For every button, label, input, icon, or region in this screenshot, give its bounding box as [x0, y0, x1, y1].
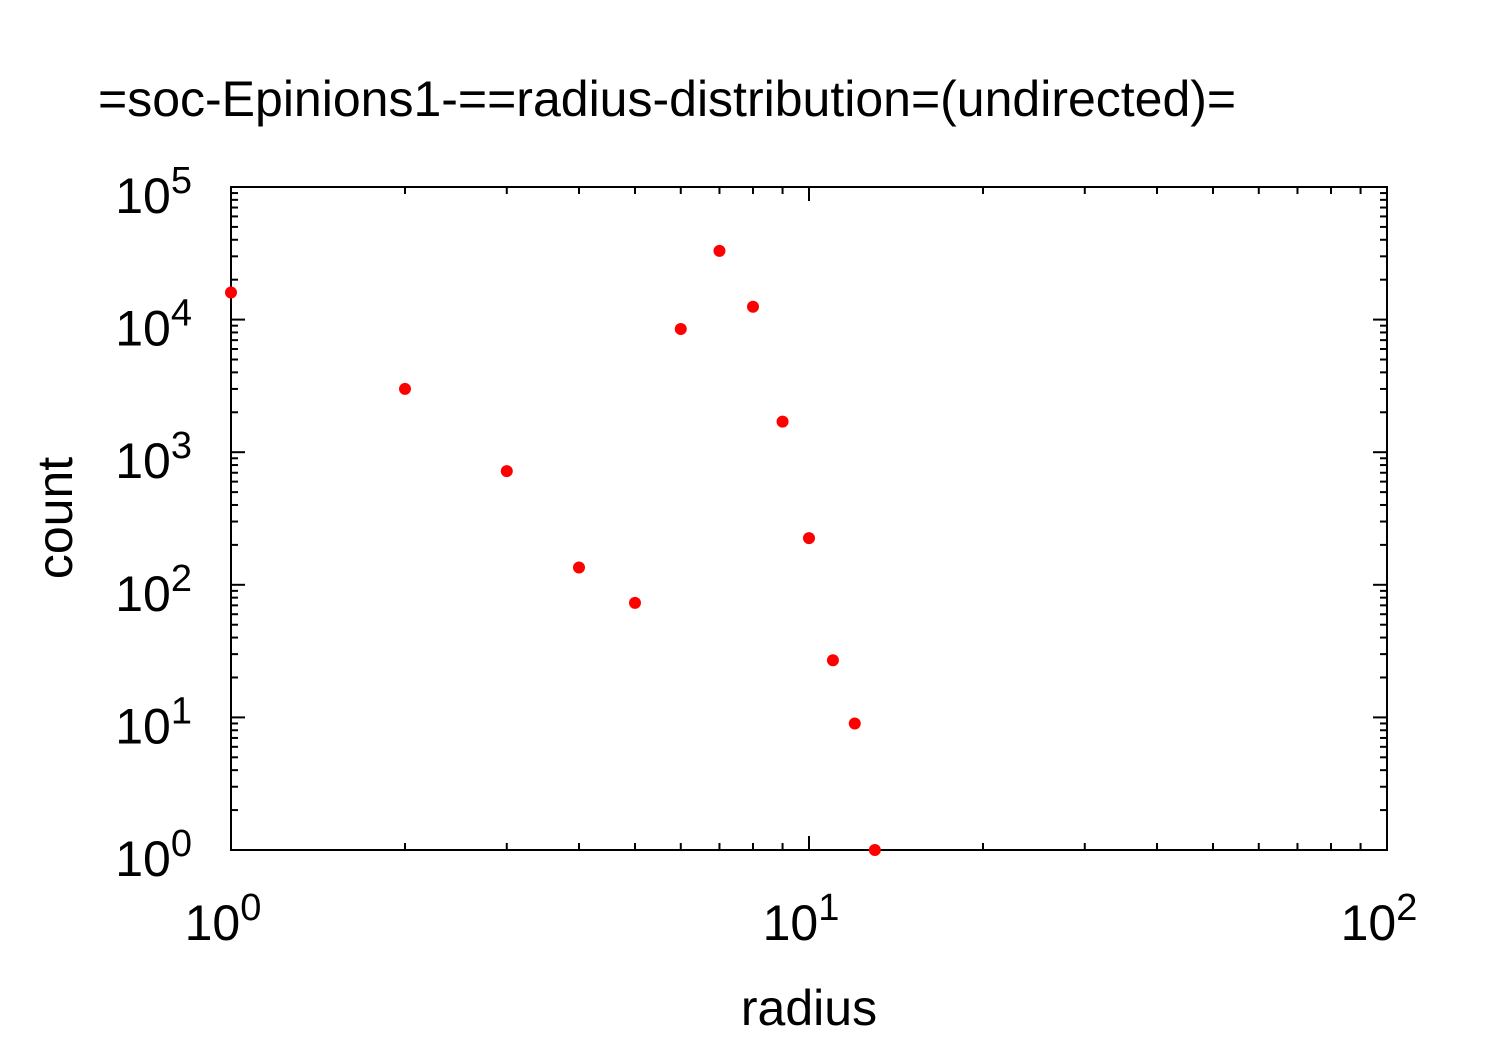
y-ticks: 100 101 102 103 104 105 [115, 160, 1387, 887]
data-point [713, 244, 726, 257]
y-tick-label: 105 [115, 160, 192, 224]
x-tick-label: 100 [185, 887, 262, 951]
x-axis-label: radius [741, 980, 877, 1036]
data-point [826, 654, 839, 667]
data-point [776, 415, 789, 428]
data-point [572, 561, 585, 574]
data-points [225, 244, 881, 856]
x-tick-label: 101 [763, 887, 840, 951]
data-point [803, 532, 815, 545]
y-tick-label: 101 [115, 690, 192, 754]
data-point [848, 717, 861, 730]
data-point [500, 465, 513, 478]
y-tick-label: 103 [115, 425, 192, 489]
chart-title: =soc-Epinions1-==radius-distribution=(un… [98, 71, 1236, 127]
data-point [674, 322, 687, 335]
data-point [398, 382, 411, 395]
x-tick-label: 102 [1341, 887, 1418, 951]
data-point [225, 286, 237, 299]
y-tick-label: 102 [115, 558, 192, 622]
plot-frame [230, 186, 1388, 851]
y-tick-label: 104 [115, 293, 192, 357]
data-point [868, 844, 881, 856]
x-ticks: 100 101 102 [185, 187, 1418, 951]
y-axis-label: count [27, 457, 83, 579]
y-tick-label: 100 [115, 823, 192, 887]
data-point [629, 596, 642, 609]
data-point [746, 300, 759, 313]
